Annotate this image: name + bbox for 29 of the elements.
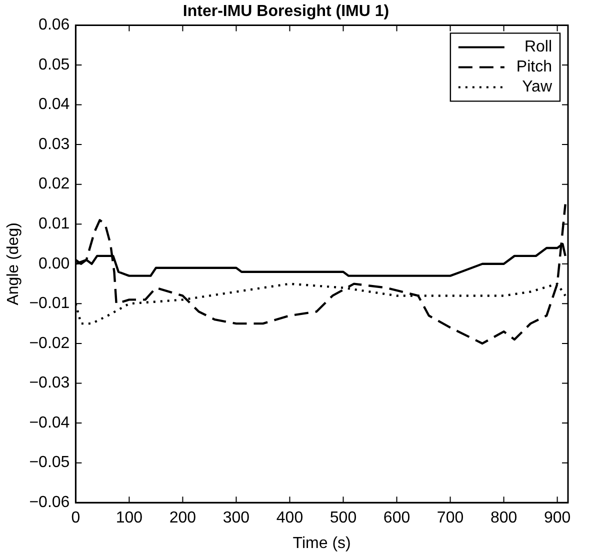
x-tick-label: 900	[544, 510, 571, 527]
y-tick-label: 0.06	[38, 16, 70, 34]
chart-title: Inter-IMU Boresight (IMU 1)	[182, 3, 390, 20]
x-tick-label: 800	[490, 510, 518, 527]
y-tick-label: 0.04	[38, 96, 70, 114]
legend-label: Pitch	[516, 58, 552, 76]
x-tick-label: 700	[436, 510, 464, 527]
x-tick-label: 600	[383, 510, 410, 527]
x-tick-label: 0	[71, 510, 80, 527]
y-tick-label: −0.05	[29, 454, 70, 472]
y-axis-title: Angle (deg)	[5, 222, 22, 306]
y-tick-label: 0.05	[38, 56, 70, 74]
legend-label: Yaw	[522, 78, 552, 96]
x-tick-label: 100	[116, 510, 143, 527]
x-tick-label: 200	[169, 510, 196, 527]
y-tick-label: 0.01	[38, 216, 70, 233]
y-tick-label: −0.03	[29, 374, 70, 392]
y-tick-label: −0.02	[29, 334, 70, 352]
y-tick-label: 0.03	[38, 136, 70, 153]
legend-label: Roll	[524, 38, 552, 56]
x-axis-title: Time (s)	[292, 534, 351, 552]
y-tick-label: −0.04	[29, 414, 70, 432]
y-tick-label: 0.00	[38, 255, 70, 272]
y-tick-label: −0.01	[29, 295, 70, 312]
x-tick-label: 300	[222, 510, 250, 527]
x-tick-label: 400	[276, 510, 304, 527]
x-tick-label: 500	[330, 510, 357, 527]
y-tick-label: −0.06	[29, 494, 70, 512]
y-tick-label: 0.02	[38, 176, 70, 193]
